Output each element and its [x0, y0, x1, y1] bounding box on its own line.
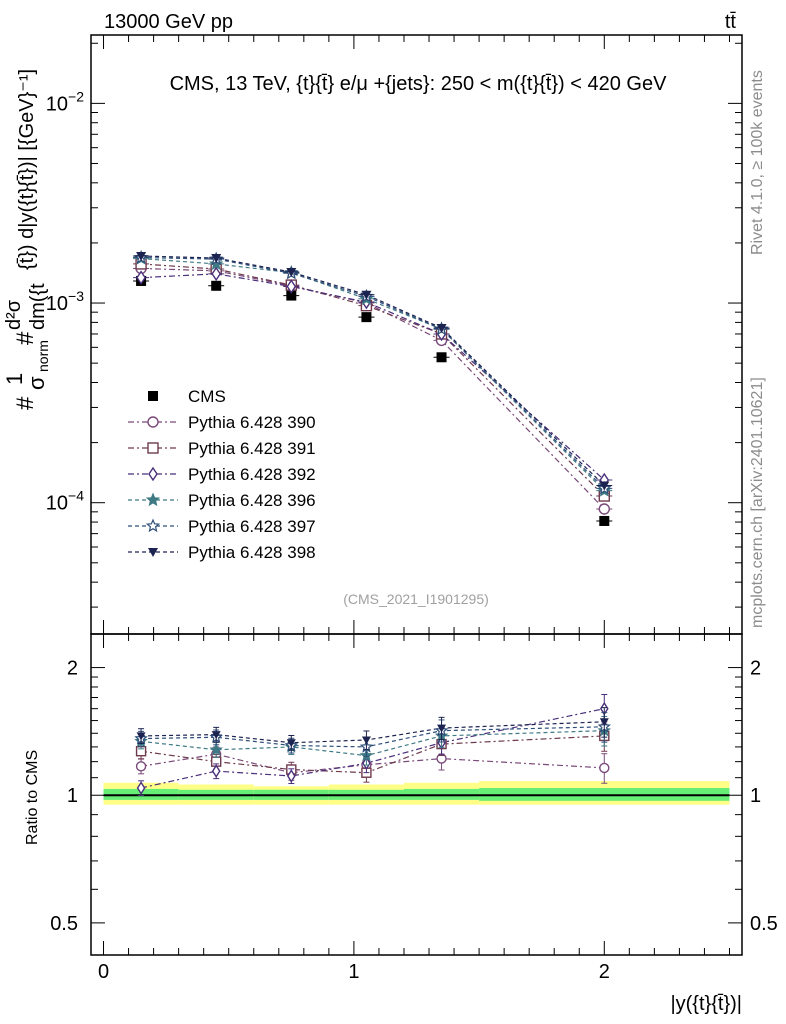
ratio-y-tick-label-left: 1: [67, 785, 78, 807]
mc-point: [436, 323, 447, 333]
ratio-point: [361, 736, 371, 745]
data-point: [599, 515, 610, 526]
ratio-point: [599, 762, 610, 774]
ratio-point: [136, 732, 146, 741]
side-label-rivet: Rivet 4.1.0, ≥ 100k events: [749, 70, 766, 255]
mc-point: [598, 503, 610, 515]
legend-label: Pythia 6.428 392: [188, 465, 316, 484]
mc-point: [211, 254, 222, 264]
ratio-y-tick-label-left: 0.5: [50, 913, 78, 935]
series-line: [141, 257, 605, 492]
series-line: [141, 255, 605, 486]
uncertainty-band: [103, 781, 730, 805]
mc-point: [286, 279, 297, 294]
ratio-axes: 0.5 0.5 1 1 2 2 0 1 2: [50, 658, 778, 983]
ratio-y-tick-label-right: 2: [750, 658, 761, 680]
y-title-norm: norm: [35, 340, 51, 372]
data-point: [436, 352, 447, 363]
ratio-y-tick-label-left: 2: [67, 658, 78, 680]
y-title-d2sigma: d²σ: [3, 299, 25, 330]
header-left-label: 13000 GeV pp: [104, 11, 233, 33]
y-title-num-prefix: #: [12, 396, 39, 410]
ratio-panel: [90, 633, 743, 956]
ratio-series-line: [140, 753, 605, 774]
ratio-point: [599, 718, 609, 727]
mc-point: [211, 266, 222, 282]
series-line: [141, 256, 605, 489]
y-tick-label: 10−4: [46, 488, 84, 515]
legend-marker: [147, 416, 159, 428]
annotation-analysis-id: (CMS_2021_I1901295): [343, 591, 489, 607]
y-tick-label-base: 10: [46, 93, 68, 115]
header-right-label: tt̄: [725, 11, 737, 33]
legend-label: CMS: [188, 387, 226, 406]
x-axis-title: |y({t}{t̄})|: [670, 993, 742, 1015]
ratio-series: [134, 694, 612, 797]
legend-label: Pythia 6.428 397: [188, 517, 316, 536]
legend-marker: [148, 548, 158, 557]
legend-marker: [148, 391, 158, 401]
main-series: [133, 249, 613, 526]
y-title-sigma: σ: [24, 376, 49, 390]
x-tick-label: 1: [348, 961, 359, 983]
legend-marker: [147, 442, 159, 454]
ratio-point: [211, 764, 221, 778]
x-tick-label: 2: [599, 961, 610, 983]
y-tick-label-exponent: −4: [68, 488, 84, 504]
data-point: [211, 280, 222, 291]
mc-point: [599, 481, 610, 491]
ratio-y-axis-title: Ratio to CMS: [24, 750, 41, 845]
ratio-series-line: [141, 730, 605, 757]
y-tick-label: 10−2: [46, 88, 84, 115]
legend-label: Pythia 6.428 396: [188, 491, 316, 510]
ratio-point: [286, 739, 296, 748]
mc-point: [136, 270, 146, 285]
mc-point: [136, 252, 147, 262]
ratio-point: [136, 781, 146, 795]
legend-marker: [145, 492, 161, 507]
legend-marker: [148, 466, 158, 482]
y-tick-label: 10−3: [46, 288, 84, 315]
y-title-one: 1: [2, 373, 27, 385]
data-point: [361, 312, 372, 323]
ratio-point: [135, 761, 147, 772]
ratio-series-line: [141, 726, 605, 748]
ratio-y-tick-label-right: 1: [750, 785, 761, 807]
mc-point: [361, 290, 372, 300]
ratio-point: [437, 724, 447, 733]
y-tick-label-exponent: −2: [68, 88, 84, 104]
ratio-panel-frame: [90, 633, 743, 956]
y-title-denominator: dm({t: [27, 283, 49, 330]
mc-point: [286, 268, 297, 278]
y-title-rest: {t̄}) d|y({t}{t̄})| [{GeV}⁻¹]: [16, 69, 38, 270]
series-line: [141, 267, 605, 510]
legend-label: Pythia 6.428 398: [188, 543, 316, 562]
data-point: [286, 290, 297, 301]
mc-point: [209, 256, 224, 271]
legend-marker: [145, 518, 161, 533]
legend-label: Pythia 6.428 390: [188, 413, 316, 432]
y-tick-label-base: 10: [46, 293, 68, 315]
x-tick-label: 0: [98, 961, 109, 983]
ratio-point: [286, 769, 296, 783]
ratio-y-tick-label-right: 0.5: [750, 913, 778, 935]
y-title-num-prefix-2: #: [12, 331, 39, 345]
y-tick-label-base: 10: [46, 493, 68, 515]
legend: CMS Pythia 6.428 390 Pythia 6.428 391 Pythi…: [128, 387, 316, 562]
ratio-series-line: [141, 721, 605, 744]
ratio-point: [211, 731, 221, 740]
y-axis-title: # 1 σ norm # d²σ dm({t {t̄}) d|y({t}{t̄}…: [2, 69, 51, 410]
series-line: [141, 273, 605, 481]
side-label-mcplots: mcplots.cern.ch [arXiv:2401.10621]: [749, 377, 766, 628]
main-y-axis: 10−410−310−2: [46, 35, 742, 955]
series-line: [141, 263, 605, 497]
y-tick-label-exponent: −3: [68, 288, 84, 304]
ratio-point: [209, 742, 223, 756]
legend-label: Pythia 6.428 391: [188, 439, 316, 458]
plot-title: CMS, 13 TeV, {t}{t̄} e/μ +{jets}: 250 < …: [170, 73, 668, 95]
